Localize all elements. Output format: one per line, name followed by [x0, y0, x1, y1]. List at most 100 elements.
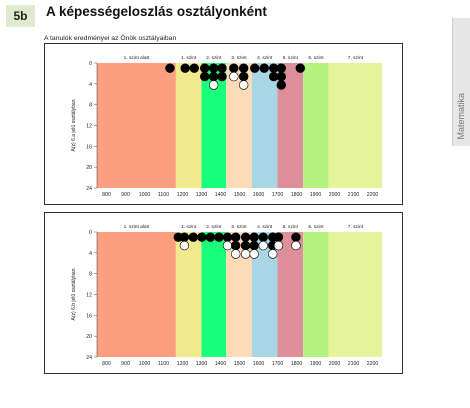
student-dot: [208, 71, 219, 82]
x-tick-label: 2100: [348, 361, 360, 367]
x-tick-label: 1500: [234, 361, 246, 367]
x-tick-label: 1600: [253, 192, 265, 198]
x-tick-label: 1400: [215, 361, 227, 367]
level-band: [303, 63, 329, 188]
x-tick-label: 1600: [253, 361, 265, 367]
level-band: [175, 63, 202, 188]
x-tick-label: 900: [121, 192, 130, 198]
subject-side-tab[interactable]: Matematika: [452, 18, 470, 146]
x-tick-label: 1800: [291, 192, 303, 198]
student-dot: [238, 80, 249, 90]
y-tick-label: 24: [86, 186, 92, 192]
level-band: [251, 63, 278, 188]
level-label: 3. szint: [231, 224, 247, 230]
student-dot: [231, 249, 241, 259]
x-tick-label: 1800: [291, 361, 303, 367]
student-dot: [276, 63, 287, 73]
level-label: 7. szint: [348, 55, 364, 61]
student-dot: [249, 249, 259, 259]
x-tick-label: 1100: [158, 192, 169, 198]
y-tick-label: 24: [86, 355, 92, 361]
student-dot: [249, 240, 259, 251]
student-dot: [214, 232, 224, 242]
student-dot: [200, 63, 210, 73]
student-dot: [217, 63, 227, 73]
y-tick-label: 20: [86, 334, 92, 340]
level-label: 7. szint: [348, 224, 364, 230]
x-tick-label: 1400: [215, 192, 227, 198]
student-dot: [217, 71, 227, 82]
x-tick-label: 1300: [196, 192, 208, 198]
level-label: 4. szint: [257, 55, 273, 61]
student-dot: [165, 63, 175, 73]
level-band: [277, 232, 304, 357]
x-tick-label: 1000: [139, 192, 151, 198]
level-label: 1. szint alatt: [124, 224, 150, 230]
level-band: [328, 63, 382, 188]
student-dot: [197, 232, 207, 242]
student-dot: [238, 63, 249, 73]
x-tick-label: 1700: [272, 192, 284, 198]
student-dot: [189, 63, 199, 73]
level-label: 2. szint: [206, 224, 222, 230]
y-tick-label: 4: [89, 251, 92, 257]
student-dot: [238, 71, 249, 82]
x-tick-label: 2200: [367, 361, 379, 367]
level-label: 5. szint: [283, 55, 299, 61]
level-band: [328, 232, 382, 357]
student-dot: [231, 232, 241, 242]
page-title: A képességeloszlás osztályonként: [46, 4, 267, 19]
x-tick-label: 1100: [158, 361, 169, 367]
student-dot: [240, 240, 251, 251]
level-label: 2. szint: [206, 55, 222, 61]
student-dot: [240, 232, 251, 242]
x-tick-label: 2200: [367, 192, 379, 198]
student-dot: [249, 232, 259, 242]
student-dot: [205, 232, 216, 242]
student-dot: [229, 63, 239, 73]
student-dot: [222, 240, 233, 251]
class-chart-a: 1. szint alatt 1. szint 2. szint 3. szint 4.…: [44, 43, 403, 205]
student-dot: [231, 240, 241, 251]
level-label: 5. szint: [283, 224, 299, 230]
student-dot: [276, 71, 287, 82]
x-tick-label: 2000: [329, 361, 341, 367]
student-dot: [259, 63, 269, 73]
level-band: [201, 232, 227, 357]
student-dot: [291, 240, 301, 251]
y-tick-label: 8: [89, 103, 92, 109]
student-dot: [179, 232, 190, 242]
class-chart-a-plot: 1. szint alatt 1. szint 2. szint 3. szint 4.…: [71, 55, 382, 198]
level-band: [97, 63, 176, 188]
y-tick-label: 0: [89, 61, 92, 67]
x-tick-label: 1000: [139, 361, 151, 367]
class-chart-b-plot: 1. szint alatt 1. szint 2. szint 3. szint 4.…: [71, 224, 382, 367]
x-tick-label: 1300: [196, 361, 208, 367]
x-tick-label: 1500: [234, 192, 246, 198]
x-tick-label: 1200: [177, 192, 189, 198]
y-tick-label: 20: [86, 165, 92, 171]
level-label: 4. szint: [257, 224, 273, 230]
x-tick-label: 1200: [177, 361, 189, 367]
y-tick-label: 12: [86, 293, 92, 299]
student-dot: [273, 232, 284, 242]
student-dot: [258, 240, 268, 251]
student-dot: [276, 80, 287, 90]
level-band: [97, 232, 176, 357]
level-label: 6. szint: [308, 224, 324, 230]
student-dot: [295, 63, 306, 73]
x-tick-label: 1700: [272, 361, 284, 367]
y-tick-label: 12: [86, 124, 92, 130]
page-subtitle: A tanulók eredményei az Önök osztályaiba…: [44, 35, 177, 42]
level-band: [175, 232, 202, 357]
level-label: 1. szint alatt: [124, 55, 150, 61]
level-label: 1. szint: [181, 55, 197, 61]
subject-side-tab-label: Matematika: [456, 93, 466, 140]
y-axis-title: A(z) 6.b jelű osztályban: [71, 268, 77, 320]
level-label: 1. szint: [181, 224, 197, 230]
level-band: [226, 63, 252, 188]
level-band: [303, 232, 329, 357]
student-dot: [208, 80, 219, 90]
x-tick-label: 800: [102, 361, 111, 367]
x-tick-label: 1900: [310, 192, 322, 198]
